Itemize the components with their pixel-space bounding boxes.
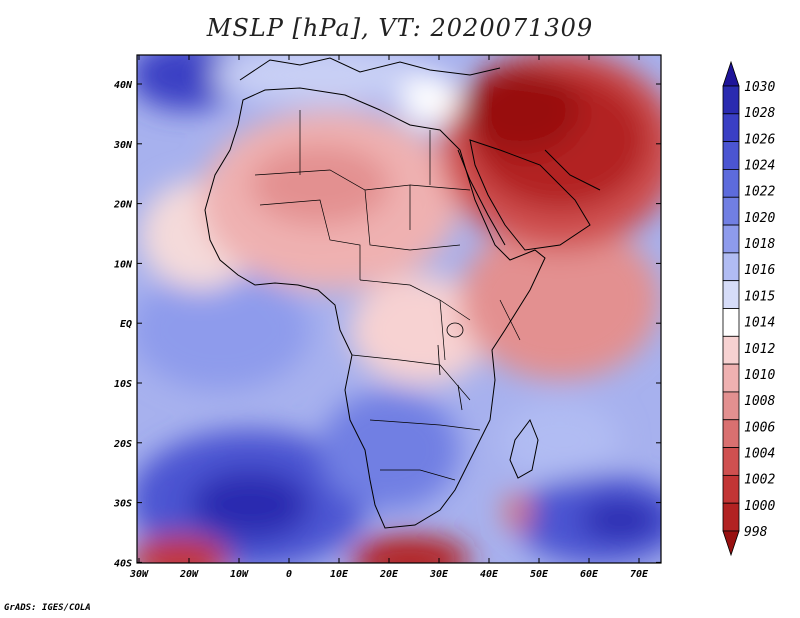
coastlines (204, 57, 601, 529)
lat-label: 10S (114, 379, 132, 390)
colorbar-swatch (722, 196, 740, 226)
colorbar-swatch (722, 363, 740, 393)
colorbar: 1030 1028 1026 1024 1022 1020 1018 1016 1015 1014… (722, 60, 775, 557)
colorbar-swatch (722, 224, 740, 254)
colorbar-label: 1026 (744, 132, 775, 147)
lat-label: 40N (114, 80, 133, 91)
africa-coastline (204, 87, 546, 529)
lon-label: 10W (230, 569, 249, 580)
lon-label: 0 (286, 569, 292, 580)
lat-label: 20N (113, 200, 133, 211)
colorbar-top-arrow (722, 60, 740, 87)
lon-label: 30E (429, 569, 449, 580)
credit-label: GrADS: IGES/COLA (4, 603, 91, 613)
colorbar-swatch (722, 141, 740, 170)
colorbar-label: 1020 (744, 211, 775, 226)
lon-label: 60E (580, 569, 599, 580)
europe-coastline (239, 57, 501, 81)
colorbar-label: 1030 (744, 80, 775, 95)
lat-label: 20S (113, 439, 132, 450)
lakes (437, 322, 464, 411)
lat-label: 40S (114, 558, 132, 569)
colorbar-label: 1004 (744, 446, 775, 461)
colorbar-swatch (722, 308, 740, 337)
lat-label: 10N (114, 259, 133, 270)
colorbar-label: 1000 (744, 499, 775, 514)
colorbar-label: 1012 (744, 342, 775, 357)
red-sea (457, 149, 506, 246)
colorbar-swatch (722, 335, 740, 365)
lake-victoria (446, 322, 464, 338)
lon-label: 40E (480, 569, 499, 580)
colorbar-swatch (722, 391, 740, 421)
colorbar-label: 1014 (744, 316, 775, 331)
colorbar-swatch (722, 85, 740, 115)
lon-label: 20E (379, 569, 399, 580)
lon-label: 30W (129, 569, 149, 580)
colorbar-label: 1022 (744, 185, 775, 200)
lake-malawi (457, 384, 463, 411)
plot-frame (136, 54, 662, 564)
colorbar-label: 1006 (744, 420, 775, 435)
colorbar-label: 1016 (744, 263, 775, 278)
lon-label: 10E (330, 569, 349, 580)
lat-label: 30N (113, 140, 133, 151)
pressure-field (137, 55, 661, 563)
lon-label: 20W (179, 569, 199, 580)
colorbar-swatch (722, 502, 740, 532)
colorbar-swatch (722, 169, 740, 198)
longitude-axis: 30W 20W 10W 0 10E 20E 30E 40E 50E 60E 70E (129, 55, 649, 580)
colorbar-bottom-arrow (722, 530, 740, 557)
lon-label: 70E (630, 569, 649, 580)
colorbar-swatch (722, 280, 740, 309)
colorbar-swatch (722, 474, 740, 504)
colorbar-label: 1015 (744, 289, 775, 304)
colorbar-swatch (722, 113, 740, 143)
colorbar-swatch (722, 252, 740, 282)
lon-label: 50E (530, 569, 549, 580)
colorbar-swatch (722, 419, 740, 448)
lat-label: 30S (113, 499, 132, 510)
map-title: MSLP [hPa], VT: 2020071309 (206, 14, 594, 42)
persian-gulf (544, 149, 601, 191)
colorbar-label: 1010 (744, 368, 775, 383)
colorbar-label: 1018 (744, 237, 775, 252)
country-borders (254, 110, 521, 481)
colorbar-swatch (722, 447, 740, 476)
colorbar-label: 998 (744, 525, 768, 540)
lake-tanganyika (437, 344, 441, 376)
colorbar-label: 1002 (744, 473, 775, 488)
colorbar-label: 1028 (744, 106, 775, 121)
arabia-coastline (469, 139, 591, 251)
colorbar-label: 1008 (744, 394, 775, 409)
latitude-axis: 40N 30N 20N 10N EQ 10S 20S 30S 40S (113, 80, 661, 569)
colorbar-label: 1024 (744, 159, 775, 174)
madagascar-coastline (509, 418, 539, 479)
lat-label: EQ (120, 319, 132, 330)
